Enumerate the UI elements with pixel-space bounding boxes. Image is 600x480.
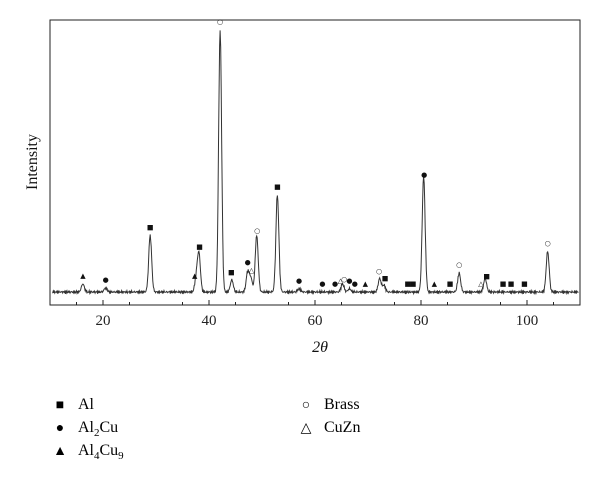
marker-brass: ○ [341, 275, 347, 283]
xrd-pattern-line [52, 30, 579, 296]
legend-symbol: ▲ [53, 444, 67, 459]
marker-al4cu9: ▲ [192, 272, 198, 280]
marker-al2cu: ● [103, 276, 109, 284]
marker-al4cu9: ▲ [432, 280, 438, 288]
marker-al: ■ [228, 269, 235, 277]
marker-cuzn: △ [478, 280, 484, 288]
legend-item-brass: ○ Brass [298, 395, 360, 415]
marker-al: ■ [508, 280, 515, 288]
marker-al: ■ [500, 280, 507, 288]
legend-label: CuZn [324, 419, 361, 436]
x-tick-label: 40 [202, 313, 217, 329]
y-axis-label: Intensity [24, 134, 41, 190]
marker-al: ■ [196, 243, 203, 251]
marker-al: ■ [404, 280, 411, 288]
marker-al4cu9: ▲ [80, 272, 86, 280]
marker-brass: ○ [545, 240, 551, 248]
x-tick-label: 60 [308, 313, 323, 329]
marker-al2cu: ● [332, 280, 338, 288]
legend-label: Al2Cu [78, 419, 119, 440]
x-tick-label: 100 [516, 313, 539, 329]
legend-symbol: △ [300, 421, 312, 436]
marker-brass: ○ [376, 267, 382, 275]
x-axis-ticks: 20 40 60 80 100 [76, 300, 554, 329]
marker-al: ■ [521, 280, 528, 288]
legend-symbol: ● [55, 421, 65, 436]
legend-item-cuzn: △ CuZn [298, 418, 361, 438]
phase-markers: ▲ ●■▲■○■●△○■● ● ● △○ ● ● ▲○■■■●▲ ■○△■■ ■ ■○ [80, 18, 551, 288]
marker-al: ■ [382, 275, 389, 283]
marker-brass: ○ [254, 227, 260, 235]
marker-al4cu9: ▲ [363, 280, 369, 288]
marker-cuzn: △ [338, 277, 344, 285]
x-tick-label: 20 [96, 313, 111, 329]
marker-al: ■ [410, 280, 417, 288]
marker-al2cu: ● [319, 280, 325, 288]
marker-cuzn: △ [249, 266, 255, 274]
marker-al2cu: ● [346, 277, 352, 285]
marker-al2cu: ● [421, 171, 427, 179]
legend-symbol: ○ [301, 398, 311, 413]
legend-symbol: ■ [55, 398, 65, 413]
marker-al2cu: ● [296, 277, 302, 285]
x-tick-label: 80 [414, 313, 429, 329]
xrd-chart: ▲ ●■▲■○■●△○■● ● ● △○ ● ● ▲○■■■●▲ ■○△■■ ■ ■○ 20 40 60… [24, 18, 581, 356]
legend-label: Al [78, 396, 94, 413]
marker-al2cu: ● [352, 280, 358, 288]
marker-al: ■ [274, 183, 281, 191]
marker-al: ■ [483, 272, 490, 280]
marker-al: ■ [147, 223, 154, 231]
marker-al2cu: ● [245, 258, 251, 266]
legend-label: Al4Cu9 [78, 442, 124, 463]
marker-brass: ○ [217, 18, 223, 26]
plot-frame [49, 19, 581, 306]
plot-border [49, 19, 581, 306]
marker-brass: ○ [456, 261, 462, 269]
legend-item-al4cu9: ▲ Al4Cu9 [52, 441, 124, 463]
x-axis-label: 2θ [312, 339, 328, 356]
legend-label: Brass [324, 396, 360, 413]
marker-al: ■ [447, 280, 454, 288]
legend-item-al: ■ Al [52, 395, 94, 415]
legend-item-al2cu: ● Al2Cu [52, 418, 119, 440]
